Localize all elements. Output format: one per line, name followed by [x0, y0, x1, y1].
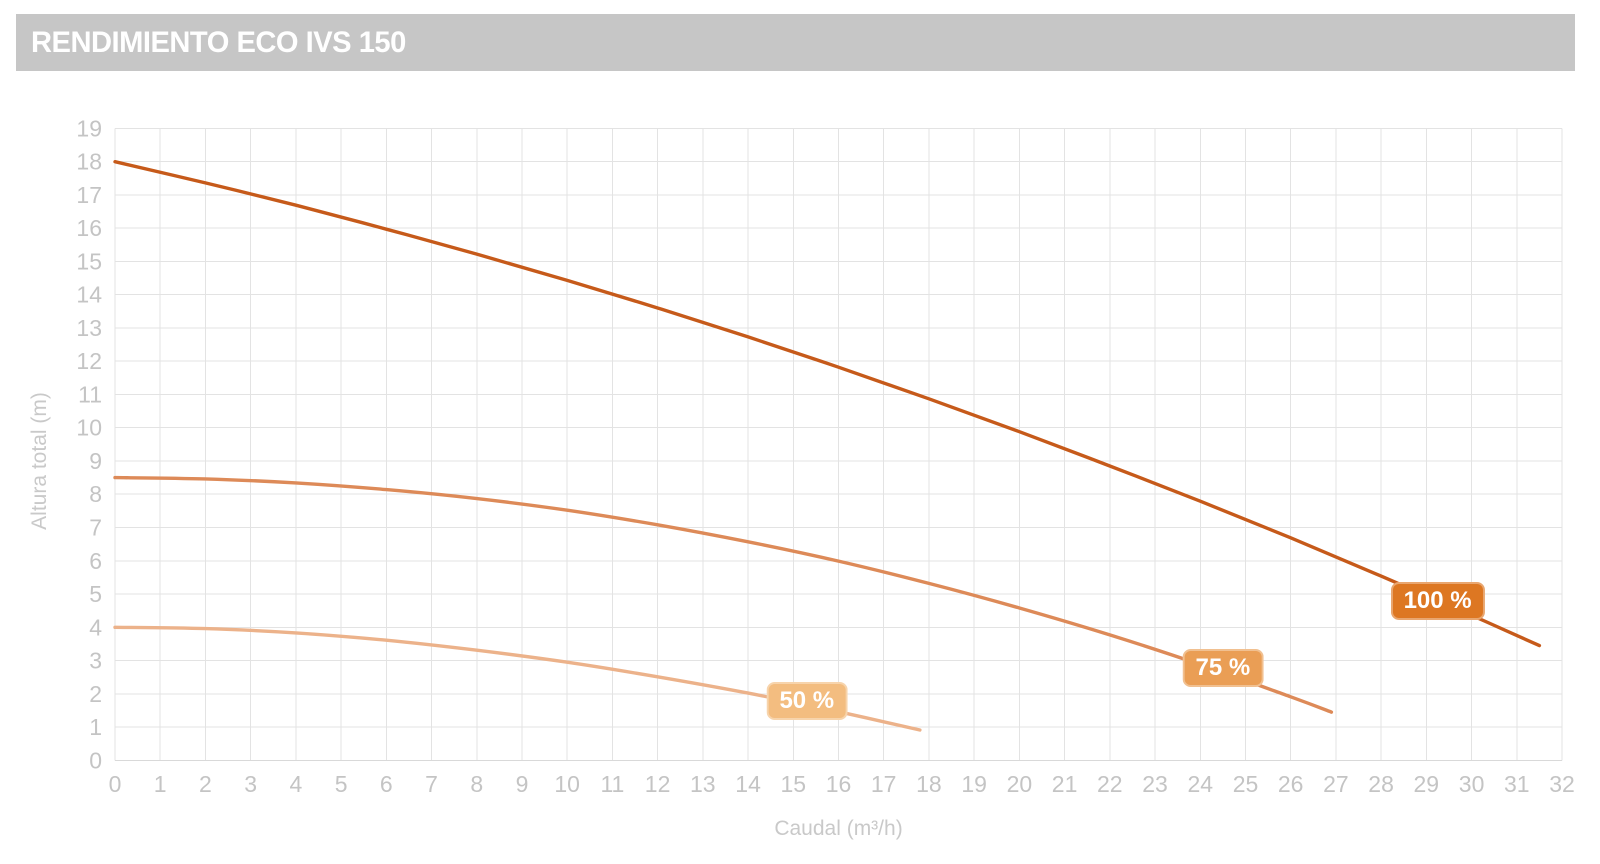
x-tick-label: 4: [290, 771, 303, 797]
x-axis-title: Caudal (m³/h): [774, 817, 902, 840]
chart-title: RENDIMIENTO ECO IVS 150: [31, 25, 406, 59]
x-tick-label: 7: [425, 771, 438, 797]
y-axis-title: Altura total (m): [28, 392, 51, 530]
x-tick-label: 19: [961, 771, 987, 797]
x-tick-label: 24: [1188, 771, 1214, 797]
y-tick-label: 12: [76, 348, 102, 374]
x-tick-label: 3: [244, 771, 257, 797]
x-tick-label: 21: [1052, 771, 1078, 797]
x-tick-label: 32: [1549, 771, 1575, 797]
x-tick-label: 9: [516, 771, 529, 797]
y-tick-label: 19: [76, 115, 102, 141]
x-tick-label: 14: [735, 771, 761, 797]
x-tick-label: 10: [554, 771, 580, 797]
y-tick-label: 11: [78, 382, 102, 408]
x-tick-label: 30: [1459, 771, 1485, 797]
x-tick-label: 0: [109, 771, 122, 797]
y-tick-label: 16: [76, 215, 102, 241]
x-tick-label: 15: [781, 771, 807, 797]
y-tick-label: 15: [76, 248, 102, 274]
y-tick-label: 1: [89, 714, 102, 740]
curve-badge-50-label: 50 %: [779, 687, 835, 715]
x-tick-label: 5: [335, 771, 348, 797]
x-tick-label: 22: [1097, 771, 1123, 797]
x-tick-label: 1: [154, 771, 167, 797]
y-tick-label: 2: [89, 681, 102, 707]
x-tick-label: 2: [199, 771, 212, 797]
x-tick-label: 23: [1142, 771, 1168, 797]
x-tick-label: 11: [600, 771, 624, 797]
curve-badge-100-label: 100 %: [1403, 587, 1472, 615]
x-tick-label: 28: [1368, 771, 1394, 797]
y-tick-label: 17: [76, 182, 102, 208]
x-tick-label: 18: [916, 771, 942, 797]
curve-75: [113, 475, 1334, 714]
curve-badge-75-label: 75 %: [1195, 653, 1251, 681]
x-tick-label: 12: [645, 771, 671, 797]
y-tick-label: 8: [89, 481, 102, 507]
x-tick-label: 17: [871, 771, 897, 797]
y-tick-label: 4: [89, 614, 102, 640]
y-tick-label: 10: [76, 415, 102, 441]
x-tick-label: 13: [690, 771, 716, 797]
x-tick-label: 6: [380, 771, 393, 797]
y-tick-label: 3: [89, 648, 102, 674]
x-tick-label: 27: [1323, 771, 1349, 797]
x-tick-label: 20: [1007, 771, 1033, 797]
curve-badge-75: 75 %: [1182, 648, 1264, 687]
y-tick-label: 14: [76, 282, 102, 308]
x-tick-label: 29: [1414, 771, 1440, 797]
x-tick-label: 16: [826, 771, 852, 797]
x-tick-label: 31: [1504, 771, 1530, 797]
y-tick-label: 13: [76, 315, 102, 341]
y-tick-label: 5: [89, 581, 102, 607]
x-tick-label: 8: [470, 771, 483, 797]
curve-100: [113, 160, 1542, 648]
x-tick-label: 25: [1233, 771, 1259, 797]
curve-badge-50: 50 %: [766, 682, 848, 721]
curve-badge-100: 100 %: [1390, 582, 1485, 621]
y-tick-label: 18: [76, 149, 102, 175]
y-tick-label: 7: [89, 515, 102, 541]
x-tick-label: 26: [1278, 771, 1304, 797]
y-tick-label: 0: [89, 747, 102, 773]
y-tick-label: 6: [89, 548, 102, 574]
chart-title-bar: RENDIMIENTO ECO IVS 150: [16, 14, 1575, 71]
y-tick-label: 9: [89, 448, 102, 474]
